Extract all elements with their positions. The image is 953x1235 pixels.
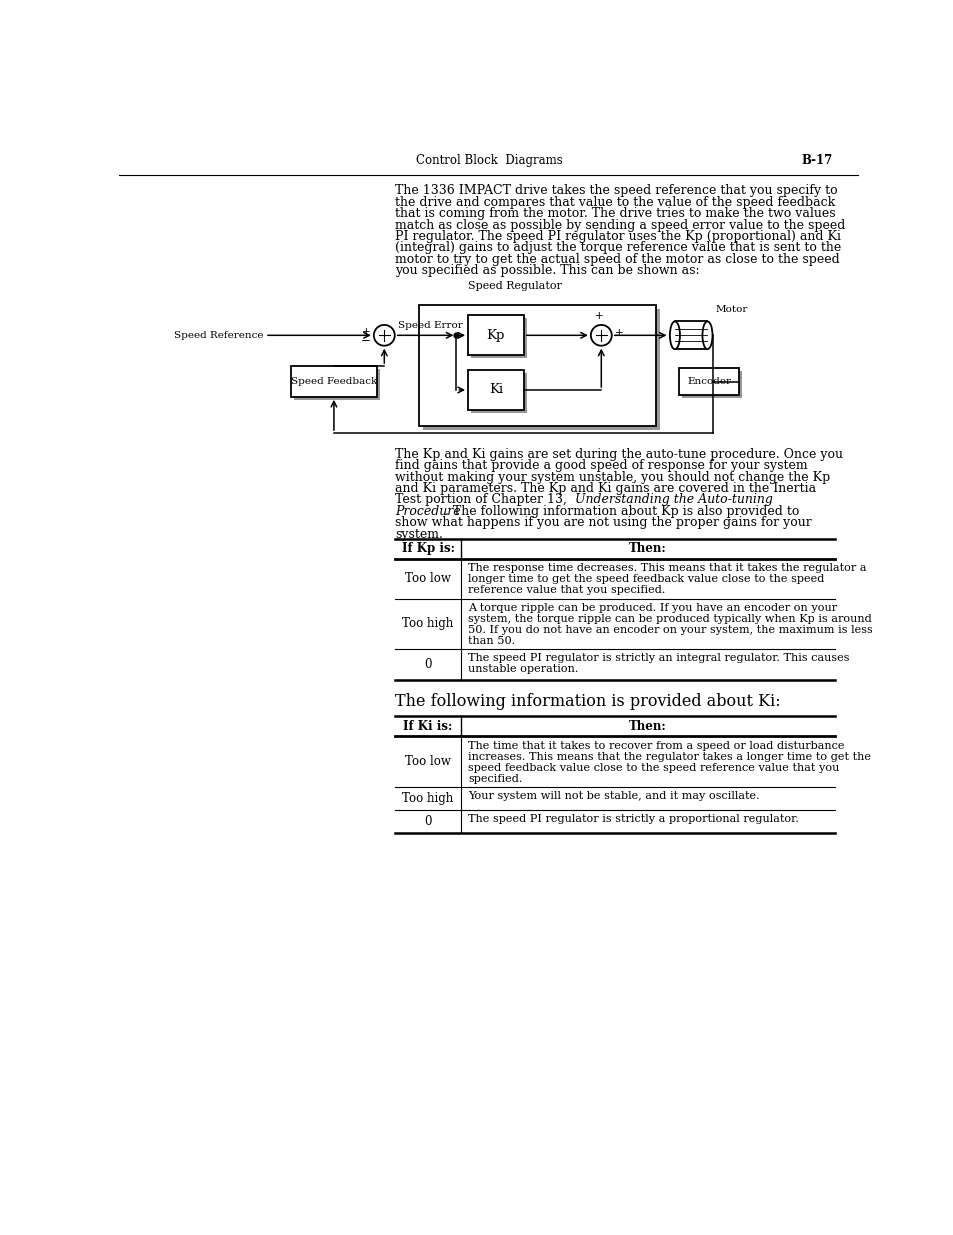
Text: Speed Feedback: Speed Feedback <box>291 377 376 387</box>
Bar <box>468 315 523 356</box>
Text: Speed Error: Speed Error <box>397 321 462 330</box>
Bar <box>294 369 379 400</box>
Bar <box>679 368 739 395</box>
Text: Procedure: Procedure <box>395 505 460 517</box>
Text: If Ki is:: If Ki is: <box>403 720 453 732</box>
Bar <box>681 370 741 399</box>
Text: Too low: Too low <box>405 572 451 585</box>
Text: system.: system. <box>395 527 442 541</box>
Text: reference value that you specified.: reference value that you specified. <box>468 585 664 595</box>
Text: Too low: Too low <box>405 755 451 768</box>
Text: . The following information about Kp is also provided to: . The following information about Kp is … <box>444 505 799 517</box>
Text: B-17: B-17 <box>801 154 831 168</box>
Text: speed feedback value close to the speed reference value that you: speed feedback value close to the speed … <box>468 763 839 773</box>
Text: The response time decreases. This means that it takes the regulator a: The response time decreases. This means … <box>468 563 865 573</box>
Text: without making your system unstable, you should not change the Kp: without making your system unstable, you… <box>395 471 829 484</box>
Text: 50. If you do not have an encoder on your system, the maximum is less: 50. If you do not have an encoder on you… <box>468 625 872 635</box>
Text: The speed PI regulator is strictly an integral regulator. This causes: The speed PI regulator is strictly an in… <box>468 653 848 663</box>
Text: Encoder: Encoder <box>686 377 730 387</box>
Text: specified.: specified. <box>468 774 522 784</box>
Text: unstable operation.: unstable operation. <box>468 664 578 674</box>
Text: that is coming from the motor. The drive tries to make the two values: that is coming from the motor. The drive… <box>395 207 835 220</box>
Text: find gains that provide a good speed of response for your system: find gains that provide a good speed of … <box>395 459 807 472</box>
Text: you specified as possible. This can be shown as:: you specified as possible. This can be s… <box>395 264 700 277</box>
Text: The 1336 IMPACT drive takes the speed reference that you specify to: The 1336 IMPACT drive takes the speed re… <box>395 184 837 198</box>
Bar <box>291 366 376 396</box>
Text: The Kp and Ki gains are set during the auto-tune procedure. Once you: The Kp and Ki gains are set during the a… <box>395 448 842 461</box>
Bar <box>471 319 526 358</box>
Text: than 50.: than 50. <box>468 636 515 646</box>
Ellipse shape <box>701 321 712 350</box>
Text: Understanding the Auto-tuning: Understanding the Auto-tuning <box>575 493 772 506</box>
Text: show what happens if you are not using the proper gains for your: show what happens if you are not using t… <box>395 516 811 529</box>
Bar <box>423 309 659 431</box>
Text: (integral) gains to adjust the torque reference value that is sent to the: (integral) gains to adjust the torque re… <box>395 241 841 254</box>
Text: Ki: Ki <box>488 384 502 396</box>
Bar <box>471 373 526 412</box>
Text: 0: 0 <box>424 815 432 827</box>
Text: system, the torque ripple can be produced typically when Kp is around: system, the torque ripple can be produce… <box>468 614 871 624</box>
Text: The speed PI regulator is strictly a proportional regulator.: The speed PI regulator is strictly a pro… <box>468 814 798 824</box>
Text: The following information is provided about Ki:: The following information is provided ab… <box>395 693 780 710</box>
Text: Then:: Then: <box>629 720 666 732</box>
Text: −: − <box>360 333 371 347</box>
Ellipse shape <box>669 321 679 350</box>
Bar <box>468 370 523 410</box>
Circle shape <box>374 325 395 346</box>
Text: Kp: Kp <box>486 329 504 342</box>
Text: increases. This means that the regulator takes a longer time to get the: increases. This means that the regulator… <box>468 752 870 762</box>
Text: Your system will not be stable, and it may oscillate.: Your system will not be stable, and it m… <box>468 792 759 802</box>
Text: Too high: Too high <box>402 792 454 804</box>
Text: match as close as possible by sending a speed error value to the speed: match as close as possible by sending a … <box>395 219 844 232</box>
Text: 0: 0 <box>424 657 432 671</box>
Text: Test portion of Chapter 13,: Test portion of Chapter 13, <box>395 493 571 506</box>
Text: Too high: Too high <box>402 618 454 630</box>
Text: Speed Regulator: Speed Regulator <box>467 280 561 290</box>
Bar <box>674 321 707 350</box>
Text: The time that it takes to recover from a speed or load disturbance: The time that it takes to recover from a… <box>468 741 843 751</box>
Text: Speed Reference: Speed Reference <box>173 331 263 340</box>
Text: the drive and compares that value to the value of the speed feedback: the drive and compares that value to the… <box>395 196 835 209</box>
Text: Motor: Motor <box>715 305 747 314</box>
Text: A torque ripple can be produced. If you have an encoder on your: A torque ripple can be produced. If you … <box>468 603 836 614</box>
Text: PI regulator. The speed PI regulator uses the Kp (proportional) and Ki: PI regulator. The speed PI regulator use… <box>395 230 841 243</box>
Text: +: + <box>615 329 623 338</box>
Bar <box>418 305 655 426</box>
Circle shape <box>590 325 611 346</box>
Text: longer time to get the speed feedback value close to the speed: longer time to get the speed feedback va… <box>468 574 823 584</box>
Text: +: + <box>362 327 371 337</box>
Text: and Ki parameters. The Kp and Ki gains are covered in the Inertia: and Ki parameters. The Kp and Ki gains a… <box>395 482 816 495</box>
Text: Then:: Then: <box>629 542 666 555</box>
Text: motor to try to get the actual speed of the motor as close to the speed: motor to try to get the actual speed of … <box>395 253 839 266</box>
Text: If Kp is:: If Kp is: <box>401 542 455 555</box>
Text: +: + <box>595 311 603 321</box>
Text: Control Block  Diagrams: Control Block Diagrams <box>416 154 561 168</box>
